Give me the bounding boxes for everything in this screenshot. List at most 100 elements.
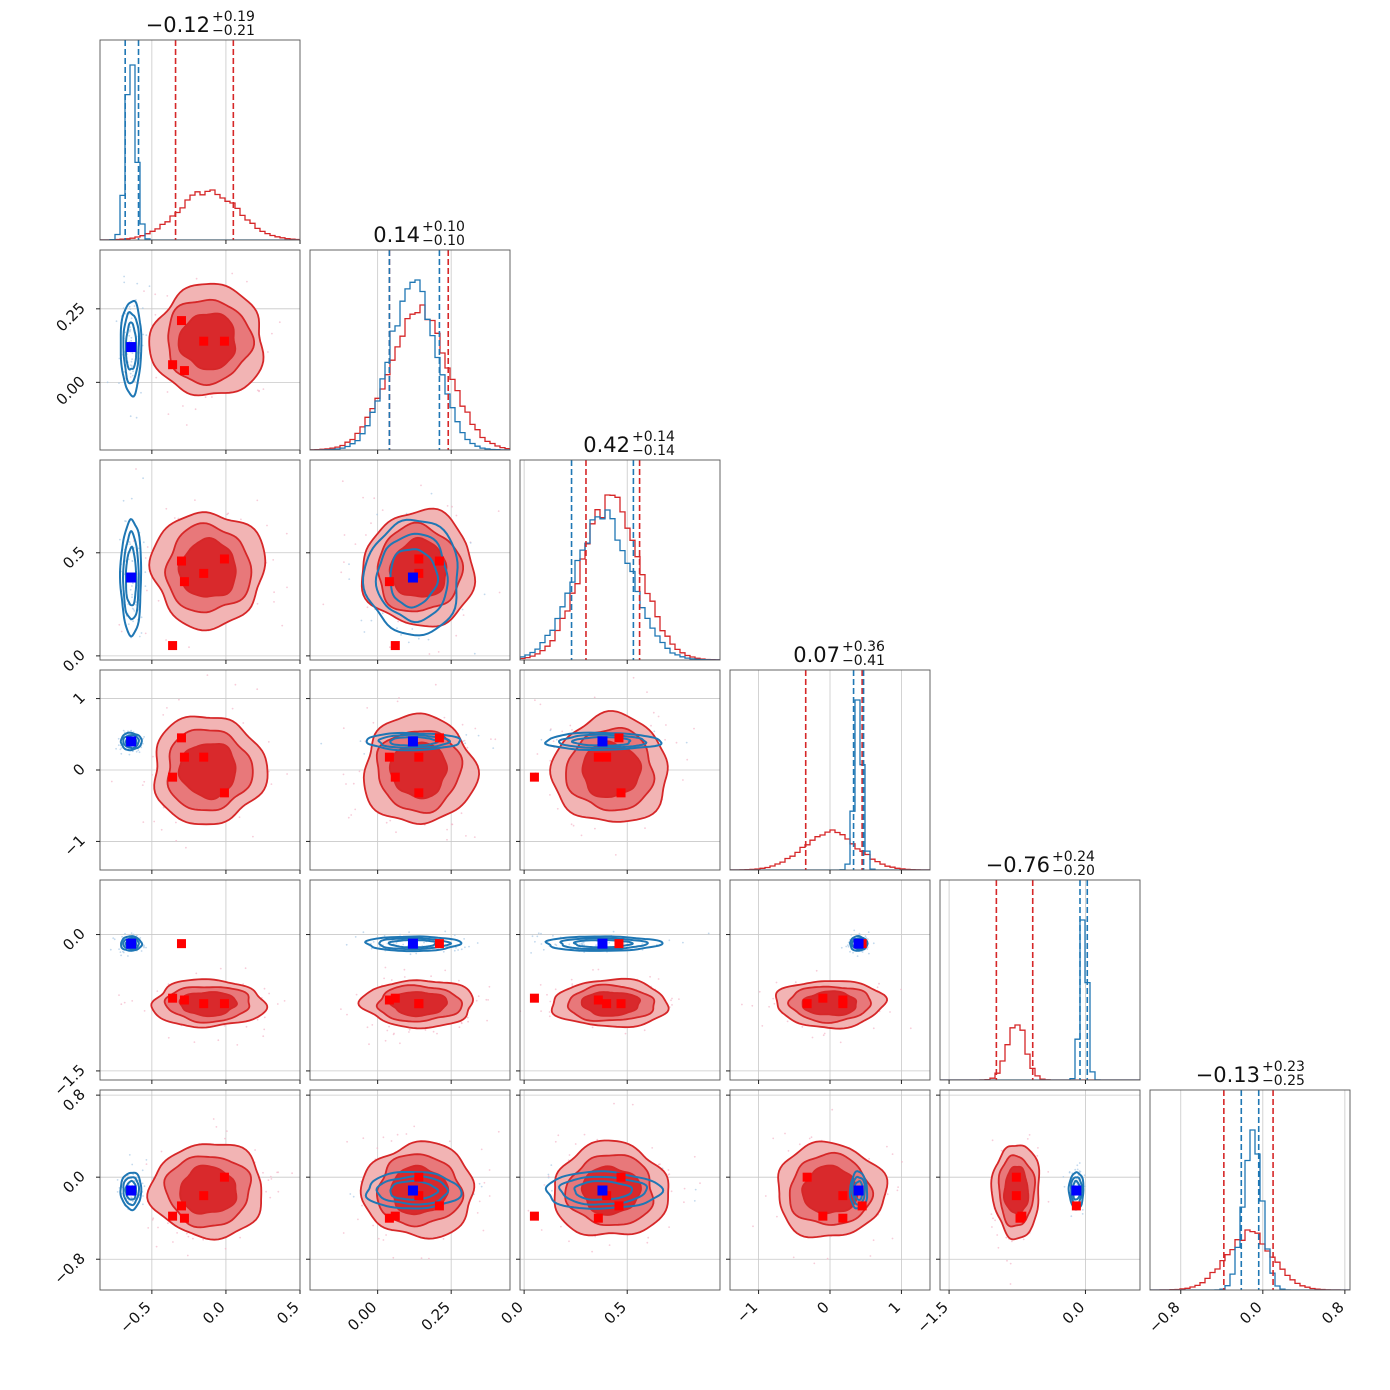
sample-point-red <box>896 1189 899 1192</box>
sample-point-red <box>583 1133 586 1136</box>
sample-point-red <box>631 1103 634 1106</box>
panel-3-1 <box>306 669 511 874</box>
sample-point-blue <box>136 1176 139 1179</box>
sample-point-red <box>285 532 288 535</box>
sample-point-red <box>758 990 761 993</box>
sample-point-red <box>488 1169 491 1171</box>
sample-point-red <box>432 1030 435 1033</box>
sample-point-red <box>549 1000 552 1003</box>
sample-point-red <box>823 1032 826 1035</box>
sample-point-red <box>388 1025 390 1028</box>
contour-blue <box>389 736 440 747</box>
sample-point-red <box>554 988 557 991</box>
sample-point-red <box>156 990 159 992</box>
sample-point-blue <box>1068 1171 1071 1173</box>
axis-frame <box>309 1089 511 1291</box>
sample-point-red <box>1036 1155 1039 1157</box>
sample-point-red <box>160 1150 163 1153</box>
x-tick-label: −0.8 <box>1145 1298 1183 1336</box>
sample-point-red <box>381 509 384 511</box>
marginal-hist-blue <box>940 919 1140 1080</box>
title-plus: +0.23 <box>1262 1059 1305 1075</box>
panel-4-2 <box>516 879 721 1084</box>
sample-point-red <box>613 1102 615 1105</box>
sample-point-blue <box>118 357 121 360</box>
sample-point-blue <box>132 582 134 585</box>
sample-point-red <box>268 992 270 995</box>
sample-point-red <box>657 978 660 980</box>
sample-point-red <box>366 707 369 709</box>
sample-point-red <box>215 1126 218 1128</box>
panel-content <box>940 880 1140 1080</box>
sample-point-blue <box>376 513 378 516</box>
y-tick-label: 0.25 <box>52 299 88 335</box>
sample-point-red <box>540 1010 542 1012</box>
sample-point-blue <box>119 951 122 953</box>
sample-point-red <box>157 599 160 602</box>
true-value-blue <box>126 938 137 949</box>
sample-point-blue <box>113 938 116 941</box>
sample-point-red <box>498 591 501 594</box>
x-tick-label: 0.5 <box>273 1298 303 1328</box>
sample-point-red <box>568 1240 570 1243</box>
sample-point-red <box>670 999 672 1002</box>
sample-point-red <box>371 1024 374 1026</box>
sample-point-red <box>355 993 358 996</box>
true-value-red <box>199 752 209 762</box>
sample-point-red <box>768 1005 770 1008</box>
sample-point-red <box>554 1140 557 1143</box>
panel-content <box>1150 1090 1350 1290</box>
y-tick-label: 0.0 <box>59 646 89 676</box>
sample-point-blue <box>122 950 124 953</box>
sample-point-red <box>118 994 120 996</box>
sample-point-red <box>267 1179 270 1181</box>
sample-point-red <box>909 1027 912 1030</box>
sample-point-blue <box>612 930 615 933</box>
sample-point-red <box>699 1182 701 1185</box>
sample-point-red <box>192 1237 194 1240</box>
contour-blue <box>849 934 869 952</box>
sample-point-blue <box>694 1188 697 1191</box>
title-median: 0.14 <box>373 223 420 247</box>
sample-point-red <box>876 986 879 989</box>
panel-content <box>100 1090 300 1290</box>
sample-point-red <box>815 969 818 972</box>
title-minus: −0.10 <box>422 233 465 249</box>
sample-point-red <box>384 1039 387 1042</box>
sample-point-blue <box>473 652 476 655</box>
sample-point-blue <box>145 1159 148 1161</box>
sample-point-red <box>540 1229 543 1231</box>
sample-point-red <box>792 1256 795 1259</box>
sample-point-red <box>430 975 432 978</box>
sample-point-red <box>476 1212 479 1214</box>
panel-title-0: −0.12 +0.19−0.21 <box>146 9 255 39</box>
sample-point-red <box>474 727 477 730</box>
contour-blue <box>364 935 463 953</box>
true-value-blue <box>597 938 608 949</box>
sample-point-red <box>752 1225 754 1228</box>
sample-point-red <box>751 1004 754 1007</box>
sample-point-red <box>120 630 123 633</box>
sample-point-blue <box>1062 1176 1065 1178</box>
panel-content <box>100 880 300 1080</box>
sample-point-red <box>396 700 399 703</box>
true-value-red <box>179 366 189 376</box>
true-value-blue <box>126 342 137 353</box>
sample-point-blue <box>847 945 850 948</box>
sample-point-red <box>647 1236 650 1239</box>
contour-blue <box>119 1171 143 1212</box>
sample-point-blue <box>381 612 384 615</box>
sample-point-blue <box>345 943 348 946</box>
panel-title-1: 0.14 +0.10−0.10 <box>373 219 465 249</box>
sample-point-red <box>165 639 168 641</box>
panel-title-5: −0.13 +0.23−0.25 <box>1196 1059 1305 1089</box>
panel-content <box>310 1090 510 1290</box>
sample-point-red <box>263 1016 266 1019</box>
sample-point-red <box>262 1035 265 1038</box>
sample-point-blue <box>415 952 418 955</box>
axis-frame <box>99 879 301 1081</box>
sample-point-red <box>212 1118 215 1120</box>
sample-point-blue <box>148 285 151 288</box>
true-value-blue <box>1071 1185 1082 1196</box>
sample-point-red <box>1009 1262 1012 1265</box>
